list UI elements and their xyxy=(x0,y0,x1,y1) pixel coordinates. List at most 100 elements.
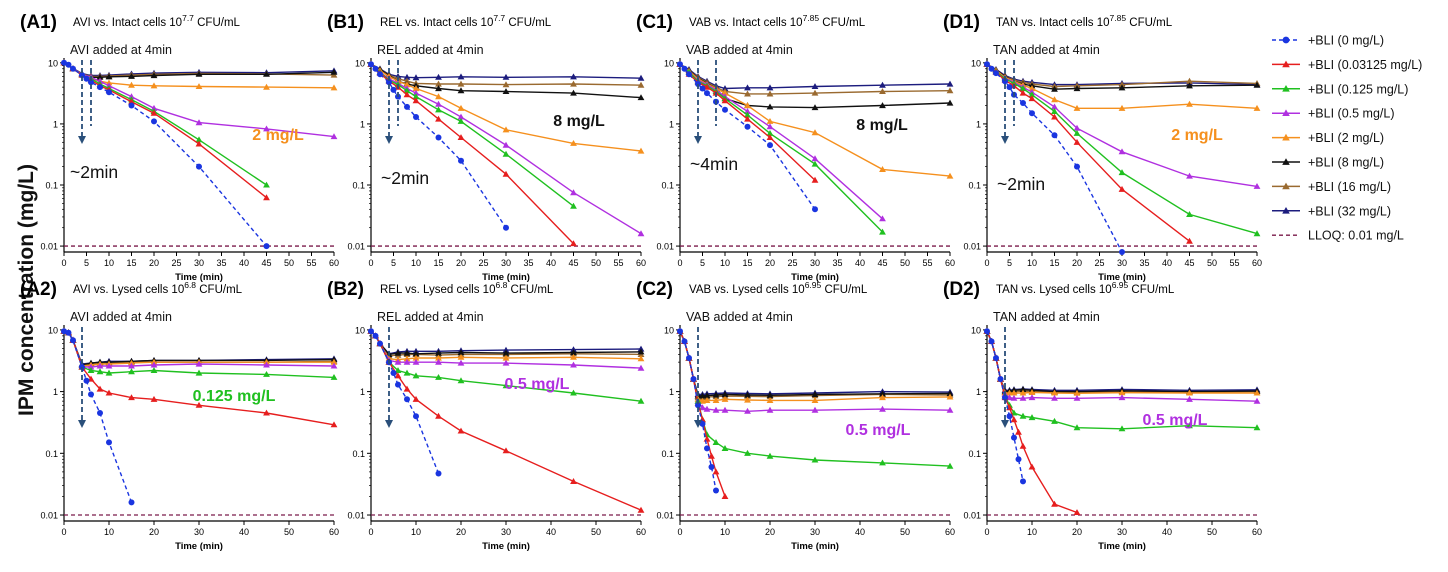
x-tick-label: 30 xyxy=(194,258,204,268)
data-point xyxy=(79,72,85,79)
data-point xyxy=(1253,397,1261,404)
panels: (A1) AVI vs. Intact cells 107.7 CFU/mL101… xyxy=(20,12,1262,552)
panel-c2: (C2) VAB vs. Lysed cells 106.95 CFU/mL101… xyxy=(636,279,955,552)
data-point xyxy=(195,369,203,376)
drug-annotation: 8 mg/L xyxy=(553,113,605,130)
addition-arrow-icon xyxy=(1001,420,1009,428)
series-0 xyxy=(61,328,135,506)
data-point xyxy=(1010,389,1018,396)
data-point xyxy=(368,328,374,335)
data-point xyxy=(435,100,442,107)
data-point xyxy=(744,90,751,97)
data-point xyxy=(766,130,774,136)
data-point xyxy=(502,73,510,80)
data-point xyxy=(681,65,688,72)
added-annotation: AVI added at 4min xyxy=(69,41,193,57)
added-annotation: VAB added at 4min xyxy=(685,308,809,324)
series-0 xyxy=(984,61,1125,255)
addition-arrow-icon xyxy=(385,136,393,144)
panel-title-unit: CFU/mL xyxy=(1128,284,1175,296)
x-tick-label: 10 xyxy=(411,527,421,537)
x-tick-label: 55 xyxy=(613,258,623,268)
data-point xyxy=(984,328,990,335)
added-annotation-bg xyxy=(376,308,500,324)
data-point xyxy=(502,447,510,454)
data-point xyxy=(1073,138,1081,145)
data-point xyxy=(412,354,420,361)
legend-label: +BLI (32 mg/L) xyxy=(1308,204,1391,218)
time-annotation: ~2min xyxy=(381,168,429,188)
x-tick-label: 35 xyxy=(832,258,842,268)
legend-marker xyxy=(1282,109,1290,117)
x-tick-label: 30 xyxy=(1117,527,1127,537)
panel-title: AVI vs. Intact cells 107.7 CFU/mL xyxy=(73,13,241,29)
data-point xyxy=(412,93,420,100)
data-point xyxy=(570,478,577,484)
y-tick-label: 0.1 xyxy=(968,449,981,459)
x-tick-label: 25 xyxy=(478,258,488,268)
data-point xyxy=(330,421,338,428)
data-point xyxy=(457,113,465,120)
data-point xyxy=(413,114,419,120)
data-point xyxy=(1019,412,1027,419)
panel-a2: (A2) AVI vs. Lysed cells 106.8 CFU/mL1010… xyxy=(20,279,339,552)
data-point xyxy=(1118,425,1126,432)
data-point xyxy=(1011,434,1017,441)
data-point xyxy=(946,99,954,106)
data-point xyxy=(1186,82,1193,89)
drug-annotation: 0.5 mg/L xyxy=(846,422,911,439)
data-point xyxy=(394,358,402,365)
drug-annotation: 2 mg/L xyxy=(252,127,304,144)
data-point xyxy=(412,372,420,379)
data-point xyxy=(435,93,442,100)
data-point xyxy=(721,89,729,96)
data-point xyxy=(457,427,465,434)
data-point xyxy=(1074,163,1080,170)
data-point xyxy=(263,194,270,201)
x-tick-label: 20 xyxy=(456,258,466,268)
added-annotation: TAN added at 4min xyxy=(992,308,1116,324)
series-0 xyxy=(677,61,818,213)
x-tick-label: 10 xyxy=(411,258,421,268)
legend-label: +BLI (0.03125 mg/L) xyxy=(1308,58,1422,72)
data-point xyxy=(457,104,465,111)
data-point xyxy=(128,73,135,79)
y-tick-label: 10 xyxy=(48,58,58,68)
y-tick-label: 0.01 xyxy=(347,242,365,252)
data-point xyxy=(946,80,954,87)
data-point xyxy=(457,349,465,356)
y-tick-label: 0.1 xyxy=(45,449,58,459)
x-tick-label: 10 xyxy=(1027,258,1037,268)
x-tick-label: 60 xyxy=(945,527,955,537)
x-tick-label: 15 xyxy=(742,258,752,268)
panel-title-unit: CFU/mL xyxy=(505,17,552,29)
x-tick-label: 60 xyxy=(329,258,339,268)
data-point xyxy=(879,405,886,412)
y-tick-label: 10 xyxy=(48,325,58,335)
legend-label: +BLI (8 mg/L) xyxy=(1308,156,1384,170)
legend-marker xyxy=(1282,158,1290,165)
data-point xyxy=(502,170,510,177)
data-point xyxy=(435,134,442,141)
data-point xyxy=(435,412,442,419)
data-point xyxy=(457,87,465,94)
data-point xyxy=(744,449,751,456)
x-tick-label: 55 xyxy=(306,258,316,268)
data-point xyxy=(502,141,510,148)
x-tick-label: 30 xyxy=(501,258,511,268)
data-point xyxy=(377,340,383,347)
data-point xyxy=(1073,394,1081,401)
data-point xyxy=(1073,104,1081,111)
data-point xyxy=(457,353,465,360)
data-point xyxy=(403,87,411,94)
data-point xyxy=(435,374,442,380)
data-point xyxy=(704,445,710,452)
added-annotation-bg xyxy=(992,41,1116,57)
drug-annotation: 0.5 mg/L xyxy=(1143,412,1208,429)
panel-title-exponent: 6.8 xyxy=(184,280,196,290)
data-point xyxy=(88,79,94,86)
data-point xyxy=(879,394,886,401)
data-point xyxy=(128,102,135,109)
data-point xyxy=(811,89,819,96)
